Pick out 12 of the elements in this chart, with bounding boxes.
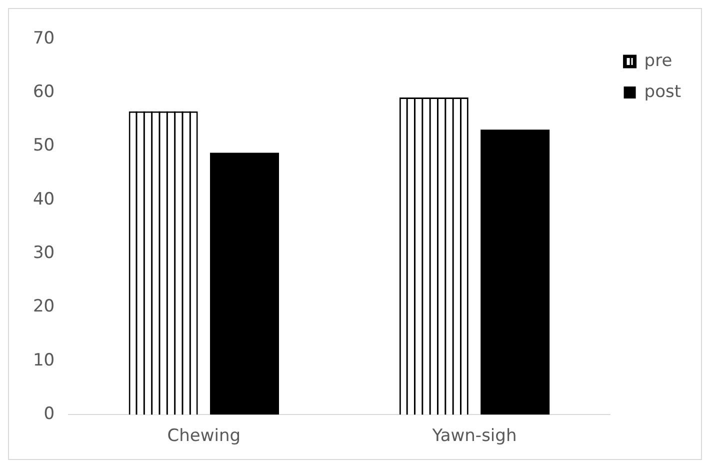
y-tick-label: 70	[32, 28, 55, 48]
legend-label: post	[644, 82, 682, 102]
y-tick-label: 10	[32, 350, 55, 370]
x-tick-label: Chewing	[167, 426, 241, 446]
y-tick-label: 60	[32, 82, 55, 102]
y-tick-label: 30	[32, 243, 55, 264]
legend-label: pre	[644, 50, 672, 71]
y-tick-label: 50	[32, 136, 55, 156]
y-tick-label: 20	[32, 296, 55, 317]
x-tick-label: Yawn-sigh	[431, 426, 517, 446]
y-tick-label: 40	[32, 189, 55, 210]
y-tick-label: 0	[44, 404, 55, 424]
